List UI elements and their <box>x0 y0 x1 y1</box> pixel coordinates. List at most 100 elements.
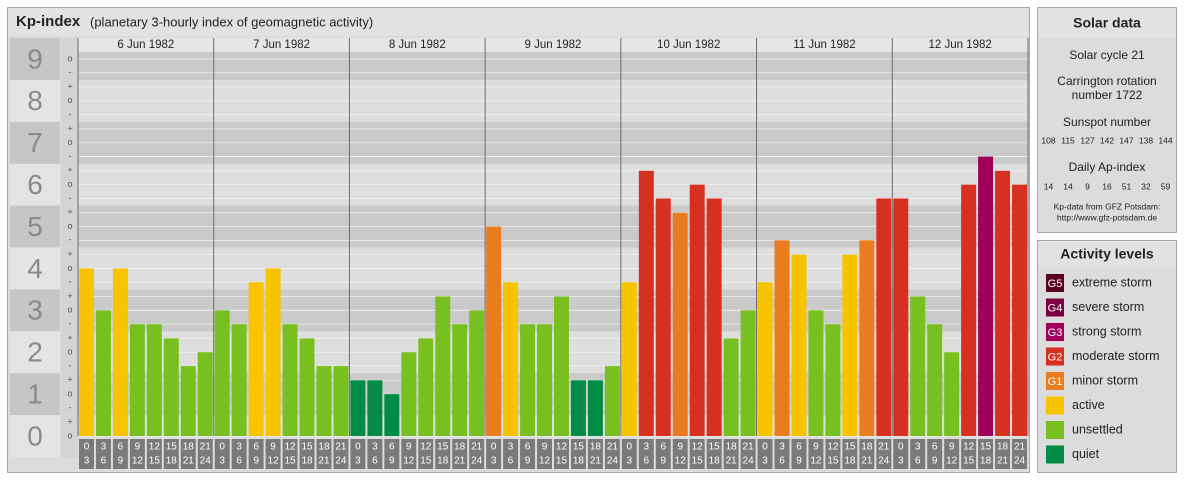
hour-box <box>638 439 654 469</box>
hour-start: 18 <box>726 442 738 453</box>
hour-box <box>79 439 94 469</box>
hour-start: 3 <box>915 442 921 453</box>
bar <box>740 310 756 436</box>
levels-title: Activity levels <box>1060 246 1154 262</box>
hour-end: 12 <box>946 456 958 467</box>
y-band <box>10 121 60 164</box>
bar <box>655 198 671 436</box>
hour-start: 12 <box>963 442 975 453</box>
legend-swatch <box>1046 372 1064 390</box>
date-label: 9 Jun 1982 <box>525 39 582 51</box>
y-tick-label: 2 <box>27 337 43 368</box>
hour-end: 12 <box>810 456 822 467</box>
hour-box <box>231 439 247 469</box>
hour-start: 9 <box>542 442 548 453</box>
hour-end: 24 <box>743 456 755 467</box>
hour-end: 15 <box>827 456 839 467</box>
solar-title-bar <box>1038 8 1176 38</box>
sunspot-value: 108 <box>1041 135 1055 145</box>
bar <box>587 380 603 436</box>
hour-box <box>757 439 773 469</box>
hour-end: 15 <box>284 456 296 467</box>
legend-swatch <box>1046 421 1064 439</box>
hour-end: 21 <box>454 456 466 467</box>
legend-label: extreme storm <box>1072 275 1152 289</box>
hour-end: 3 <box>84 456 90 467</box>
hour-end: 12 <box>539 456 551 467</box>
hour-start: 15 <box>437 442 449 453</box>
y-minor-label: o <box>67 221 72 231</box>
bar <box>859 240 875 436</box>
y-tick-label: 1 <box>27 378 43 409</box>
hour-start: 3 <box>101 442 107 453</box>
hour-box <box>163 439 179 469</box>
y-minor-label: + <box>67 123 72 133</box>
hour-end: 18 <box>166 456 178 467</box>
hour-box <box>774 439 790 469</box>
bar <box>282 324 298 436</box>
hour-box <box>129 439 145 469</box>
bar <box>978 156 994 436</box>
hour-box <box>604 439 620 469</box>
hour-end: 6 <box>915 456 921 467</box>
bar <box>876 198 892 436</box>
hour-end: 3 <box>219 456 225 467</box>
hour-end: 21 <box>318 456 330 467</box>
hour-start: 3 <box>372 442 378 453</box>
hour-end: 6 <box>508 456 514 467</box>
hour-end: 21 <box>861 456 873 467</box>
bar <box>214 310 230 436</box>
y-minor-label: - <box>69 402 72 412</box>
hour-start: 12 <box>556 442 568 453</box>
y-minor-label: - <box>69 319 72 329</box>
bar <box>944 352 960 436</box>
hour-start: 9 <box>813 442 819 453</box>
hour-box <box>95 439 111 469</box>
hour-box <box>146 439 162 469</box>
bar <box>452 324 468 436</box>
hour-end: 6 <box>236 456 242 467</box>
hour-start: 15 <box>709 442 721 453</box>
date-row <box>213 38 350 52</box>
hour-box <box>469 439 485 469</box>
hour-end: 12 <box>403 456 415 467</box>
ap-value: 14 <box>1063 181 1073 191</box>
y-band <box>10 415 60 457</box>
bar <box>825 324 841 436</box>
hour-end: 3 <box>355 456 361 467</box>
legend-label: quiet <box>1072 447 1100 461</box>
y-band <box>10 289 60 332</box>
y-minor-label: o <box>67 263 72 273</box>
bar <box>265 268 281 436</box>
bar <box>435 296 451 436</box>
bar <box>418 338 434 436</box>
y-band <box>10 163 60 206</box>
y-band <box>10 247 60 290</box>
hour-box <box>740 439 756 469</box>
hour-end: 18 <box>573 456 585 467</box>
y-minor-label: + <box>67 417 72 427</box>
hour-start: 18 <box>454 442 466 453</box>
hour-start: 18 <box>997 442 1009 453</box>
hour-end: 12 <box>132 456 144 467</box>
hour-box <box>350 439 366 469</box>
y-minor-label: - <box>69 360 72 370</box>
bar <box>299 338 315 436</box>
hour-end: 24 <box>878 456 890 467</box>
hour-start: 3 <box>779 442 785 453</box>
hour-box <box>503 439 519 469</box>
hour-box <box>978 439 994 469</box>
date-row <box>620 38 757 52</box>
hour-end: 6 <box>372 456 378 467</box>
legend-swatch <box>1046 396 1064 415</box>
hour-box <box>418 439 434 469</box>
sunspot-value: 142 <box>1100 135 1114 145</box>
hour-box <box>944 439 960 469</box>
sunspot-value: 138 <box>1139 135 1153 145</box>
y-minor-label: o <box>67 95 72 105</box>
hour-end: 3 <box>627 456 633 467</box>
y-minor-label: - <box>69 151 72 161</box>
hour-box <box>570 439 586 469</box>
hour-end: 15 <box>556 456 568 467</box>
